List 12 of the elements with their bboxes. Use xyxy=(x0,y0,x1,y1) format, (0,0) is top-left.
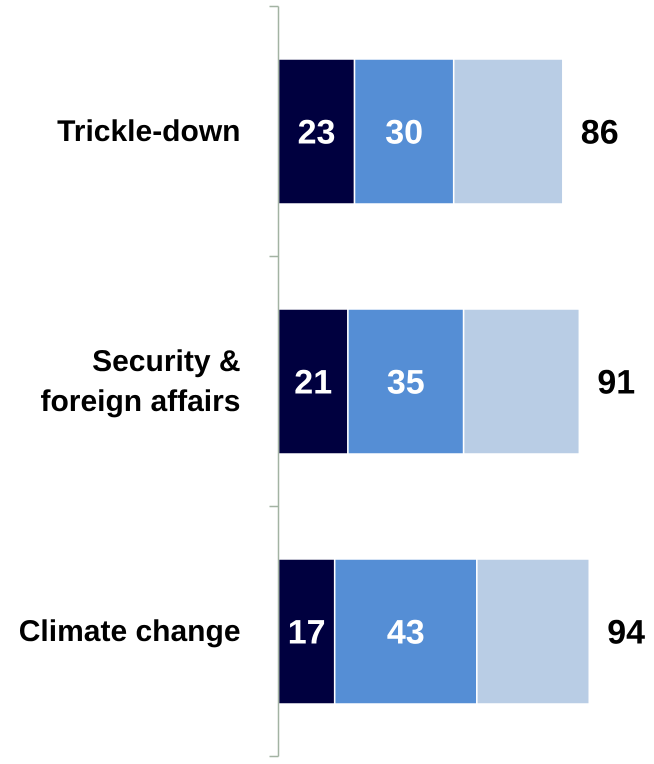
y-tick-label: Security & foreign affairs xyxy=(40,345,241,418)
y-tick-label: Climate change xyxy=(18,615,240,648)
total-label: 86 xyxy=(580,114,619,152)
total-label: 91 xyxy=(597,364,636,402)
data-label: 30 xyxy=(385,114,424,152)
y-tick-label: Trickle-down xyxy=(57,115,241,148)
total-label: 94 xyxy=(607,614,646,652)
data-label: 43 xyxy=(386,614,425,652)
data-label: 17 xyxy=(288,614,326,652)
data-label: 35 xyxy=(386,364,425,402)
data-label: 23 xyxy=(298,114,336,152)
data-label: 21 xyxy=(294,364,332,402)
